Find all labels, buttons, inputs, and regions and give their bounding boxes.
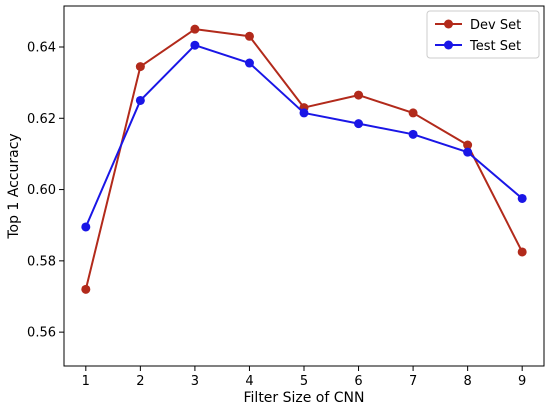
data-point-test-set: [135, 95, 145, 105]
y-tick-label: 0.56: [27, 326, 56, 341]
y-tick-label: 0.60: [27, 183, 56, 198]
data-point-test-set: [190, 40, 200, 50]
data-point-test-set: [299, 108, 309, 118]
x-tick-label: 1: [82, 374, 90, 389]
data-point-test-set: [354, 119, 364, 129]
x-axis-label: Filter Size of CNN: [244, 390, 365, 406]
x-axis: 1 2 3 4 5 6 7 8 9: [82, 366, 526, 389]
data-point-dev-set: [354, 90, 364, 100]
plot-frame: [63, 5, 545, 367]
x-tick-label: 2: [136, 374, 144, 389]
x-tick-label: 3: [191, 374, 199, 389]
legend-test-label: Test Set: [469, 39, 521, 54]
x-tick-label: 8: [463, 374, 471, 389]
x-tick-label: 5: [300, 374, 308, 389]
data-point-dev-set: [408, 108, 418, 118]
x-tick-label: 7: [409, 374, 417, 389]
legend-box: [426, 10, 540, 59]
legend: Dev Set Test Set: [426, 10, 540, 59]
series-line-test-set: [84, 44, 523, 228]
data-point-dev-set: [244, 31, 254, 41]
series-layer: [81, 24, 527, 294]
plot-area: [63, 5, 545, 367]
x-tick-label: 6: [354, 374, 362, 389]
data-point-test-set: [408, 129, 418, 139]
data-point-test-set: [517, 193, 527, 203]
data-point-dev-set: [81, 284, 91, 294]
x-tick-label: 9: [518, 374, 526, 389]
data-point-test-set: [81, 222, 91, 232]
series-line-dev-set: [84, 28, 524, 290]
y-axis-label: Top 1 Accuracy: [6, 133, 22, 239]
x-tick-label: 4: [245, 374, 253, 389]
data-point-dev-set: [517, 247, 527, 257]
data-point-test-set: [463, 147, 473, 157]
y-tick-label: 0.62: [27, 112, 56, 127]
y-axis: 0.56 0.58 0.60 0.62 0.64: [27, 40, 64, 341]
y-tick-label: 0.58: [27, 254, 56, 269]
y-tick-label: 0.64: [27, 40, 56, 55]
legend-dev-label: Dev Set: [470, 18, 521, 33]
legend-test-marker: [444, 40, 453, 50]
data-point-dev-set: [190, 24, 200, 34]
data-point-dev-set: [135, 62, 145, 72]
data-point-test-set: [244, 58, 254, 68]
legend-dev-marker: [444, 19, 453, 29]
data-point-dev-set: [463, 140, 473, 150]
